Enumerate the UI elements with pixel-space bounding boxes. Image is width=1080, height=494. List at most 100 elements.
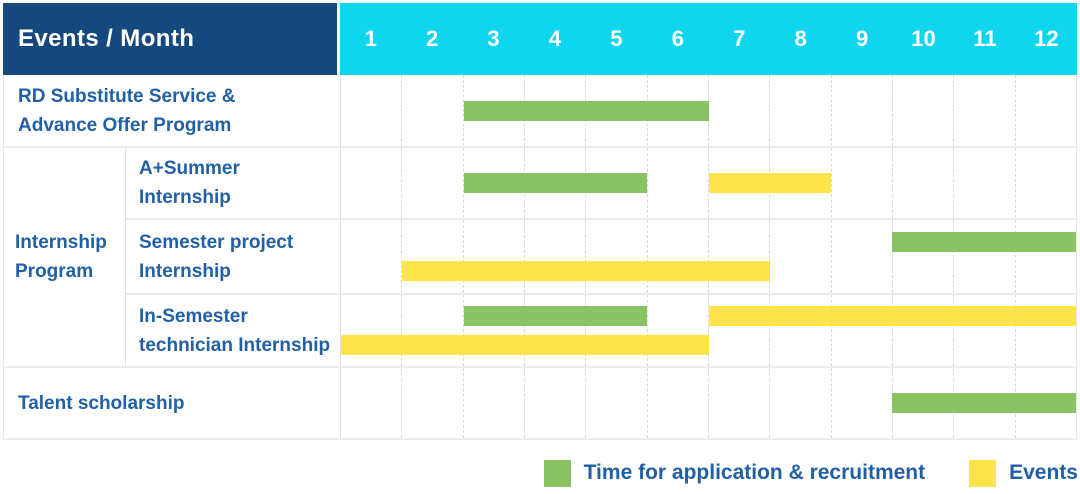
label-line: Internship [139, 187, 231, 208]
gantt-bar-yellow [708, 306, 1076, 326]
bar-line [341, 100, 1076, 121]
label-line: Internship [139, 260, 231, 282]
month-gridline [401, 368, 462, 438]
month-gridline [462, 295, 524, 366]
row-label: RD Substitute Service & Advance Offer Pro… [4, 75, 340, 146]
chart-cell [340, 148, 1076, 218]
month-gridline [585, 368, 646, 438]
month-gridline [953, 220, 1014, 293]
label-line: In-Semester [139, 305, 248, 327]
month-gridline [401, 295, 462, 366]
month-gridlines [341, 220, 1076, 293]
month-label: 4 [548, 26, 562, 51]
gantt-bar-green [892, 393, 1076, 413]
legend-item-events: Events [969, 459, 1078, 487]
gantt-bar-green [463, 173, 648, 193]
month-gridline [891, 295, 953, 366]
month-gridline [462, 220, 524, 293]
header-label: Events / Month [18, 25, 195, 52]
label-line: Talent scholarship [18, 392, 185, 414]
month-gridline [341, 220, 401, 293]
legend-label-events: Events [1009, 461, 1078, 484]
month-gridline [646, 220, 708, 293]
gantt-bar-green [892, 232, 1076, 252]
group-label: Internship Program [4, 148, 125, 366]
header-divider [337, 3, 340, 75]
month-gridline [953, 75, 1014, 146]
header-events-month-cell: Events / Month [3, 3, 337, 75]
month-gridline [830, 75, 892, 146]
month-label: 7 [733, 26, 746, 51]
month-gridline [523, 220, 585, 293]
bar-line [341, 393, 1076, 413]
month-gridline [646, 368, 708, 438]
month-gridline [830, 220, 892, 293]
bar-line [341, 306, 1076, 326]
gantt-group-row: Internship Program A+Summer Internship Semes… [4, 148, 1076, 368]
gantt-row: RD Substitute Service & Advance Offer Pro… [4, 75, 1076, 148]
table-header: Events / Month 1 2 3 4 5 6 7 8 9 10 11 12 [3, 3, 1077, 75]
month-gridline [707, 295, 769, 366]
month-gridline [523, 368, 585, 438]
label-line: technician Internship [139, 334, 331, 356]
month-gridline [830, 368, 892, 438]
month-gridline [769, 368, 830, 438]
month-gridline [401, 75, 462, 146]
month-gridline [585, 295, 646, 366]
month-gridline [830, 148, 892, 218]
month-header-row: 1 2 3 4 5 6 7 8 9 10 11 12 [340, 3, 1077, 75]
month-label: 11 [973, 26, 997, 51]
gantt-sub-row: A+Summer Internship [125, 148, 1076, 220]
month-label: 2 [426, 26, 439, 51]
bar-line [341, 232, 1076, 252]
bar-line [341, 261, 1076, 281]
label-line: Internship [15, 232, 107, 253]
sub-row-label: A+Summer Internship [125, 148, 340, 218]
label-line: Advance Offer Program [18, 114, 232, 136]
month-gridline [462, 75, 524, 146]
label-line: Semester project [139, 231, 294, 253]
month-gridline [1014, 75, 1076, 146]
month-gridline [1014, 295, 1076, 366]
month-gridline [585, 220, 646, 293]
legend-item-application: Time for application & recruitment [543, 459, 925, 487]
row-label: Talent scholarship [4, 368, 340, 438]
month-label: 1 [364, 26, 377, 51]
gantt-sub-row: In-Semester technician Internship [125, 295, 1076, 366]
month-label: 9 [855, 26, 869, 51]
month-gridline [953, 148, 1014, 218]
month-gridline [401, 148, 462, 218]
month-gridline [646, 295, 708, 366]
month-gridline [523, 295, 585, 366]
month-gridline [462, 368, 524, 438]
chart-cell [340, 220, 1076, 293]
month-label: 10 [911, 26, 936, 51]
gantt-sub-row: Semester project Internship [125, 220, 1076, 295]
month-label: 3 [487, 26, 500, 51]
gantt-bar-yellow [341, 335, 709, 355]
month-gridline [1014, 220, 1076, 293]
gantt-body: RD Substitute Service & Advance Offer Pro… [3, 75, 1077, 440]
chart-cell [340, 75, 1076, 146]
group-sub-rows: A+Summer Internship Semester project Intern… [125, 148, 1076, 366]
chart-cell [340, 368, 1076, 438]
month-gridline [707, 148, 769, 218]
month-gridline [769, 75, 830, 146]
bar-line [341, 173, 1076, 193]
month-gridline [401, 220, 462, 293]
sub-row-label: Semester project Internship [125, 220, 340, 293]
legend: Time for application & recruitment Event… [543, 458, 1078, 488]
month-label: 6 [671, 26, 684, 51]
gantt-bar-yellow [708, 173, 831, 193]
month-gridline [891, 220, 953, 293]
month-gridline [462, 148, 524, 218]
label-line: RD Substitute Service & [18, 85, 236, 107]
month-label: 12 [1034, 26, 1059, 51]
month-gridline [1014, 148, 1076, 218]
gantt-bar-green [463, 100, 709, 121]
schedule-table: Events / Month 1 2 3 4 5 6 7 8 9 10 11 12 RD Substi… [3, 3, 1077, 440]
gantt-bar-yellow [402, 261, 770, 281]
month-gridline [891, 75, 953, 146]
month-gridline [769, 295, 830, 366]
gantt-row: Talent scholarship [4, 368, 1076, 440]
